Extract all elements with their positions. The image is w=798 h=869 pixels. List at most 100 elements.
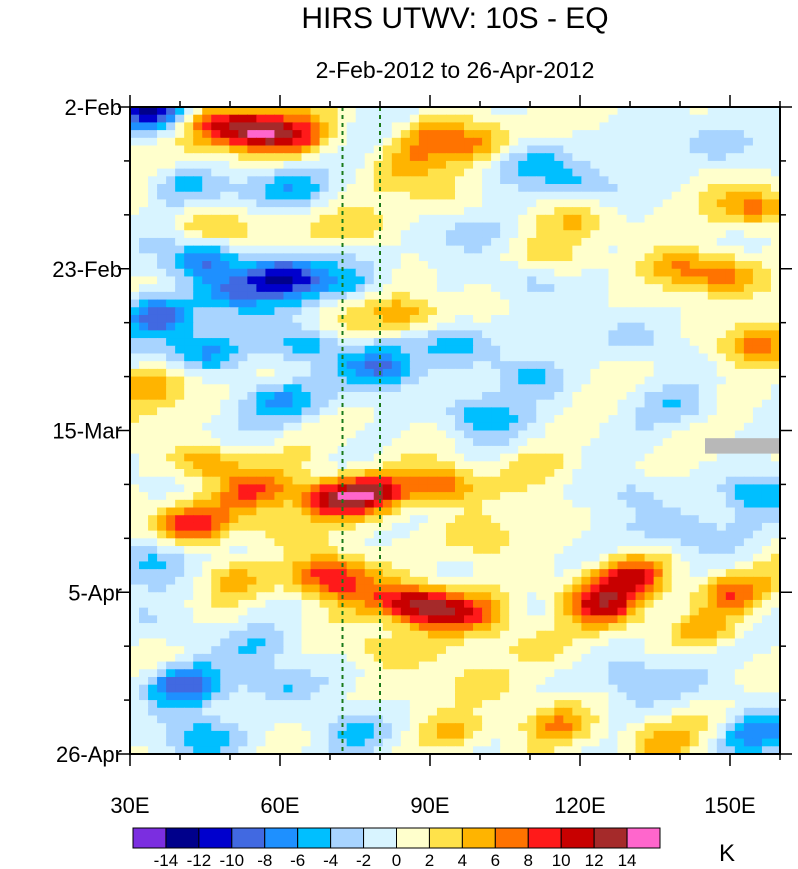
heatmap-cell — [148, 576, 158, 586]
heatmap-cell — [617, 368, 628, 378]
heatmap-cell — [689, 623, 700, 632]
heatmap-cell — [563, 368, 573, 378]
heatmap-cell — [445, 160, 456, 170]
heatmap-cell — [626, 176, 637, 185]
heatmap-cell — [707, 391, 718, 401]
heatmap-cell — [464, 376, 474, 385]
heatmap-cell — [364, 569, 375, 578]
heatmap-cell — [265, 222, 276, 231]
heatmap-cell — [743, 107, 754, 116]
heatmap-cell — [139, 476, 149, 486]
heatmap-cell — [536, 538, 546, 547]
heatmap-cell — [590, 284, 601, 293]
heatmap-cell — [671, 515, 682, 524]
heatmap-cell — [409, 130, 420, 139]
heatmap-cell — [265, 492, 276, 501]
heatmap-cell — [400, 522, 411, 532]
heatmap-cell — [536, 261, 546, 270]
heatmap-cell — [220, 576, 230, 586]
heatmap-cell — [301, 407, 312, 416]
heatmap-cell — [391, 391, 402, 401]
heatmap-cell — [130, 314, 140, 324]
heatmap-cell — [644, 130, 655, 139]
heatmap-cell — [265, 615, 276, 624]
heatmap-cell — [608, 291, 619, 301]
heatmap-cell — [283, 476, 294, 486]
heatmap-cell — [148, 368, 158, 378]
heatmap-cell — [581, 261, 592, 270]
heatmap-cell — [599, 430, 610, 439]
heatmap-cell — [590, 261, 601, 270]
heatmap-cell — [418, 268, 429, 278]
heatmap-cell — [752, 538, 763, 547]
heatmap-cell — [581, 207, 592, 216]
heatmap-cell — [662, 307, 673, 316]
heatmap-cell — [202, 230, 212, 239]
heatmap-cell — [256, 214, 267, 224]
heatmap-cell — [130, 184, 140, 193]
heatmap-cell — [482, 438, 492, 447]
heatmap-cell — [752, 569, 763, 578]
heatmap-cell — [301, 299, 312, 308]
heatmap-cell — [238, 114, 248, 123]
heatmap-cell — [292, 430, 303, 439]
heatmap-cell — [301, 345, 312, 355]
heatmap-cell — [572, 276, 582, 285]
heatmap-cell — [599, 137, 610, 147]
heatmap-cell — [418, 546, 429, 555]
heatmap-cell — [752, 453, 763, 462]
heatmap-cell — [563, 492, 573, 501]
heatmap-cell — [157, 299, 167, 308]
heatmap-cell — [373, 569, 384, 578]
heatmap-cell — [148, 530, 158, 539]
heatmap-cell — [581, 484, 592, 493]
heatmap-cell — [770, 430, 780, 439]
heatmap-cell — [527, 453, 537, 462]
heatmap-cell — [292, 415, 303, 424]
heatmap-cell — [238, 268, 248, 278]
heatmap-cell — [500, 191, 510, 201]
heatmap-cell — [346, 176, 357, 185]
heatmap-cell — [527, 184, 537, 193]
heatmap-cell — [211, 299, 221, 308]
heatmap-cell — [626, 469, 637, 478]
heatmap-cell — [599, 561, 610, 570]
heatmap-cell — [391, 153, 402, 162]
heatmap-cell — [238, 530, 248, 539]
heatmap-cell — [689, 553, 700, 563]
heatmap-cell — [482, 492, 492, 501]
heatmap-cell — [193, 168, 203, 177]
heatmap-cell — [130, 176, 140, 185]
heatmap-cell — [301, 569, 312, 578]
heatmap-cell — [193, 391, 203, 401]
heatmap-cell — [364, 430, 375, 439]
heatmap-cell — [626, 515, 637, 524]
heatmap-cell — [536, 430, 546, 439]
heatmap-cell — [184, 607, 194, 616]
heatmap-cell — [527, 122, 537, 131]
heatmap-cell — [527, 630, 537, 640]
heatmap-cell — [292, 122, 303, 131]
heatmap-cell — [491, 499, 501, 509]
heatmap-cell — [283, 623, 294, 632]
heatmap-cell — [193, 145, 203, 154]
heatmap-cell — [364, 391, 375, 401]
heatmap-cell — [680, 630, 691, 640]
heatmap-cell — [635, 237, 646, 247]
heatmap-cell — [572, 145, 582, 154]
heatmap-cell — [238, 314, 248, 324]
heatmap-cell — [581, 407, 592, 416]
heatmap-cell — [707, 553, 718, 563]
heatmap-cell — [563, 199, 573, 208]
heatmap-cell — [572, 137, 582, 147]
heatmap-cell — [283, 391, 294, 401]
heatmap-cell — [761, 284, 772, 293]
heatmap-cell — [734, 507, 745, 516]
heatmap-cell — [644, 114, 655, 123]
heatmap-cell — [716, 607, 727, 616]
heatmap-cell — [175, 168, 185, 177]
heatmap-cell — [427, 284, 438, 293]
heatmap-cell — [229, 107, 239, 116]
chart-title: HIRS UTWV: 10S - EQ — [301, 2, 608, 35]
heatmap-cell — [644, 184, 655, 193]
